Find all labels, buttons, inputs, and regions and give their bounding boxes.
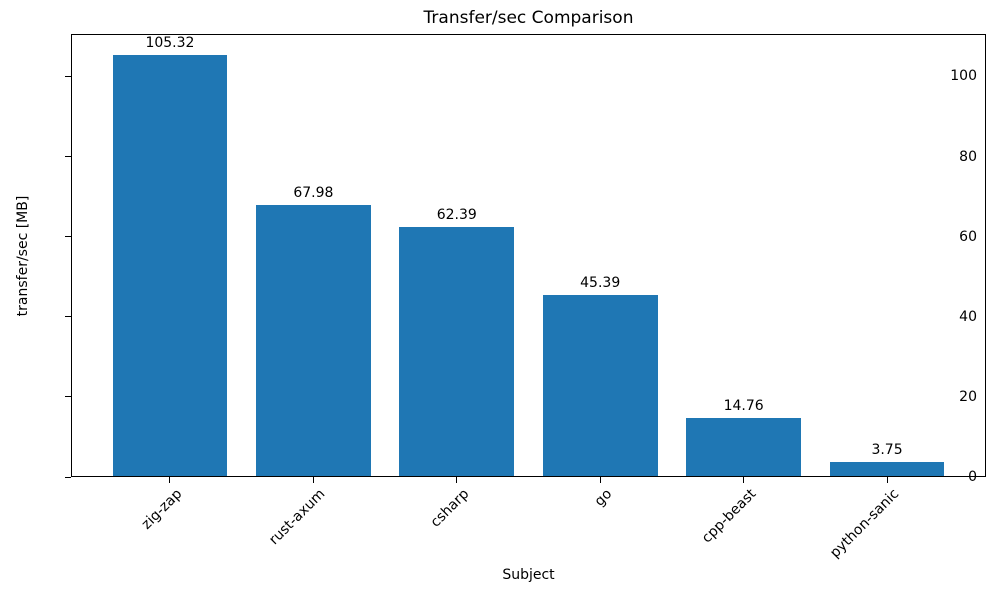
y-tick-label: 80 <box>959 148 977 165</box>
y-tick-mark <box>65 396 71 398</box>
x-tick-mark <box>886 477 888 483</box>
y-axis-label: transfer/sec [MB] <box>15 195 31 317</box>
plot-area: 0 20 40 60 80 100 105.32 zig-zap 67.98 rust-axum 6… <box>65 34 986 561</box>
y-tick-label: 0 <box>968 469 977 485</box>
x-tick-mark <box>456 477 458 483</box>
x-tick-mark <box>169 477 171 483</box>
y-tick-mark <box>65 236 71 238</box>
y-tick-mark <box>65 75 71 77</box>
x-tick-mark <box>312 477 314 483</box>
x-axis-label: Subject <box>502 567 555 583</box>
y-tick-label: 60 <box>959 228 977 245</box>
y-tick-label: 100 <box>950 68 977 85</box>
y-tick-mark <box>65 316 71 318</box>
y-tick-label: 40 <box>959 308 977 325</box>
y-tick-mark <box>65 476 71 478</box>
y-tick-mark <box>65 156 71 158</box>
bar-value-label: 105.32 <box>145 35 195 52</box>
bar-value-label: 62.39 <box>436 207 477 224</box>
x-tick-label-python-sanic: python-sanic <box>827 486 903 562</box>
bar-python-sanic <box>829 461 945 477</box>
x-tick-label-cpp-beast: cpp-beast <box>698 486 759 547</box>
chart-title: Transfer/sec Comparison <box>423 8 634 28</box>
x-tick-label-zig-zap: zig-zap <box>138 486 186 533</box>
x-tick-label-csharp: csharp <box>427 486 473 531</box>
x-tick-label-rust-axum: rust-axum <box>266 486 329 549</box>
bar-cpp-beast <box>686 417 801 477</box>
bar-csharp <box>399 227 515 477</box>
x-tick-mark <box>743 477 745 483</box>
bar-value-label: 67.98 <box>293 184 334 201</box>
x-tick-label-go: go <box>591 486 616 510</box>
bar-value-label: 3.75 <box>871 441 903 458</box>
bar-go <box>542 295 658 477</box>
bar-value-label: 14.76 <box>723 397 764 414</box>
bar-value-label: 45.39 <box>580 275 621 292</box>
bar-zig-zap <box>112 55 228 477</box>
x-tick-mark <box>599 477 601 483</box>
y-tick-label: 20 <box>959 388 977 405</box>
bar-rust-axum <box>256 204 371 477</box>
